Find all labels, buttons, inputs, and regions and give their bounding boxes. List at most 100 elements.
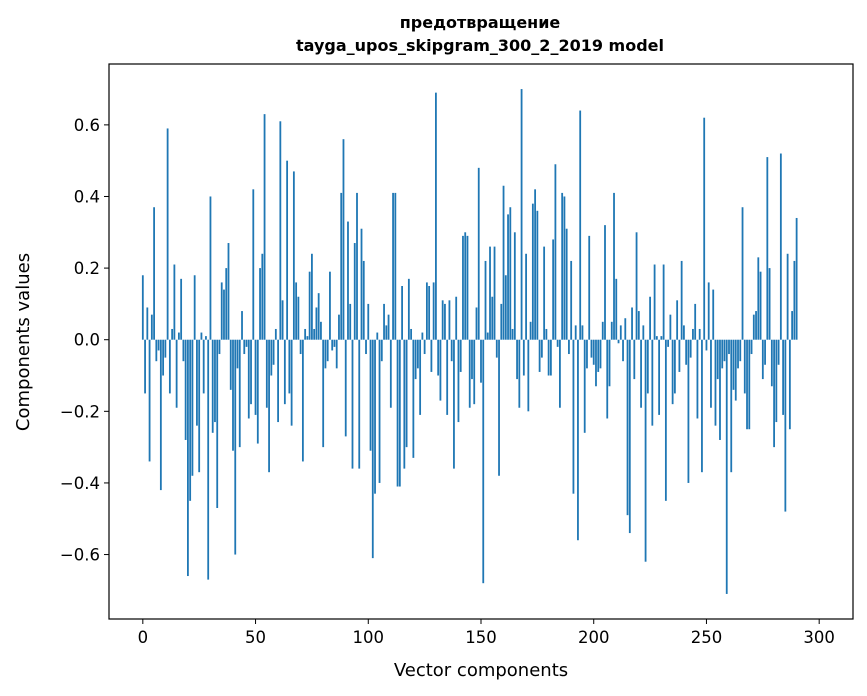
bar-63 (283, 339, 286, 405)
bar-227 (653, 264, 656, 340)
bar-series (141, 89, 798, 594)
bar-172 (529, 321, 532, 340)
bar-245 (694, 303, 697, 340)
bar-14 (173, 264, 176, 340)
bar-181 (549, 339, 552, 376)
bar-129 (432, 282, 435, 340)
bar-135 (446, 339, 449, 415)
bar-162 (507, 214, 509, 340)
bar-92 (349, 303, 352, 340)
bar-207 (608, 339, 611, 387)
x-tick-label: 0 (138, 628, 149, 647)
bar-208 (610, 321, 613, 340)
bar-52 (259, 268, 261, 340)
bar-279 (770, 339, 773, 387)
bar-47 (247, 339, 250, 419)
bar-155 (491, 296, 494, 340)
y-tick-label: −0.2 (60, 402, 100, 421)
y-tick-label: 0.6 (74, 116, 100, 135)
bar-116 (403, 339, 406, 469)
bar-244 (692, 328, 694, 340)
bar-268 (746, 339, 748, 430)
x-axis-ticks: 0 50 100 150 200 250 300 (138, 619, 835, 647)
bar-193 (577, 339, 579, 541)
bar-212 (619, 325, 622, 340)
bar-122 (416, 339, 419, 369)
bar-224 (646, 339, 649, 394)
bar-97 (360, 228, 363, 340)
bar-246 (696, 339, 699, 419)
bar-197 (586, 339, 588, 369)
bar-226 (651, 339, 654, 426)
bar-203 (599, 339, 602, 369)
bar-139 (455, 296, 458, 340)
bar-115 (401, 286, 403, 340)
bar-56 (268, 339, 270, 473)
bar-255 (716, 339, 719, 380)
bar-64 (286, 160, 289, 340)
bar-229 (658, 339, 661, 415)
bar-127 (428, 286, 431, 340)
bar-9 (162, 339, 165, 376)
bar-58 (272, 339, 275, 365)
bar-278 (768, 268, 771, 340)
bar-100 (367, 303, 370, 340)
bar-81 (324, 339, 327, 369)
bar-184 (556, 339, 559, 347)
bar-217 (631, 307, 633, 340)
bar-144 (466, 235, 469, 340)
bar-150 (480, 339, 482, 383)
bar-269 (748, 339, 751, 430)
bar-41 (234, 339, 237, 555)
bar-169 (522, 339, 525, 376)
bar-146 (471, 339, 473, 380)
bar-187 (563, 196, 566, 340)
bar-77 (315, 307, 318, 340)
bar-283 (779, 153, 782, 340)
bar-160 (502, 185, 505, 340)
bar-223 (644, 339, 647, 562)
bar-39 (229, 339, 232, 390)
bar-289 (793, 260, 796, 340)
bar-213 (622, 339, 624, 362)
bar-85 (333, 339, 336, 347)
bar-147 (473, 339, 476, 405)
bar-199 (590, 339, 593, 358)
bar-259 (725, 339, 728, 594)
bar-90 (344, 339, 347, 437)
bar-204 (601, 321, 604, 340)
bar-80 (322, 339, 325, 448)
bar-99 (365, 339, 367, 355)
bar-282 (777, 339, 780, 365)
bar-218 (633, 339, 636, 380)
bar-8 (159, 339, 162, 491)
bar-30 (209, 196, 212, 340)
bar-233 (667, 339, 670, 347)
bar-93 (351, 339, 354, 469)
bar-117 (405, 339, 408, 448)
bar-46 (245, 339, 248, 347)
bar-252 (710, 339, 712, 408)
bar-78 (317, 293, 320, 340)
bar-248 (701, 339, 703, 473)
bar-37 (225, 268, 228, 340)
bar-120 (412, 339, 415, 458)
bar-176 (538, 339, 541, 372)
bar-157 (495, 339, 498, 358)
bar-249 (703, 117, 706, 340)
bar-275 (761, 339, 764, 380)
bar-164 (511, 328, 514, 340)
bar-53 (261, 253, 264, 340)
bar-108 (385, 325, 388, 340)
bar-104 (376, 332, 379, 340)
bar-154 (489, 246, 491, 340)
bar-142 (462, 235, 464, 340)
bar-177 (540, 339, 543, 358)
bar-17 (180, 278, 183, 340)
bar-152 (484, 260, 487, 340)
bar-202 (597, 339, 600, 372)
bar-231 (662, 264, 665, 340)
bar-10 (164, 339, 167, 358)
bar-285 (784, 339, 787, 512)
bar-251 (707, 282, 710, 340)
